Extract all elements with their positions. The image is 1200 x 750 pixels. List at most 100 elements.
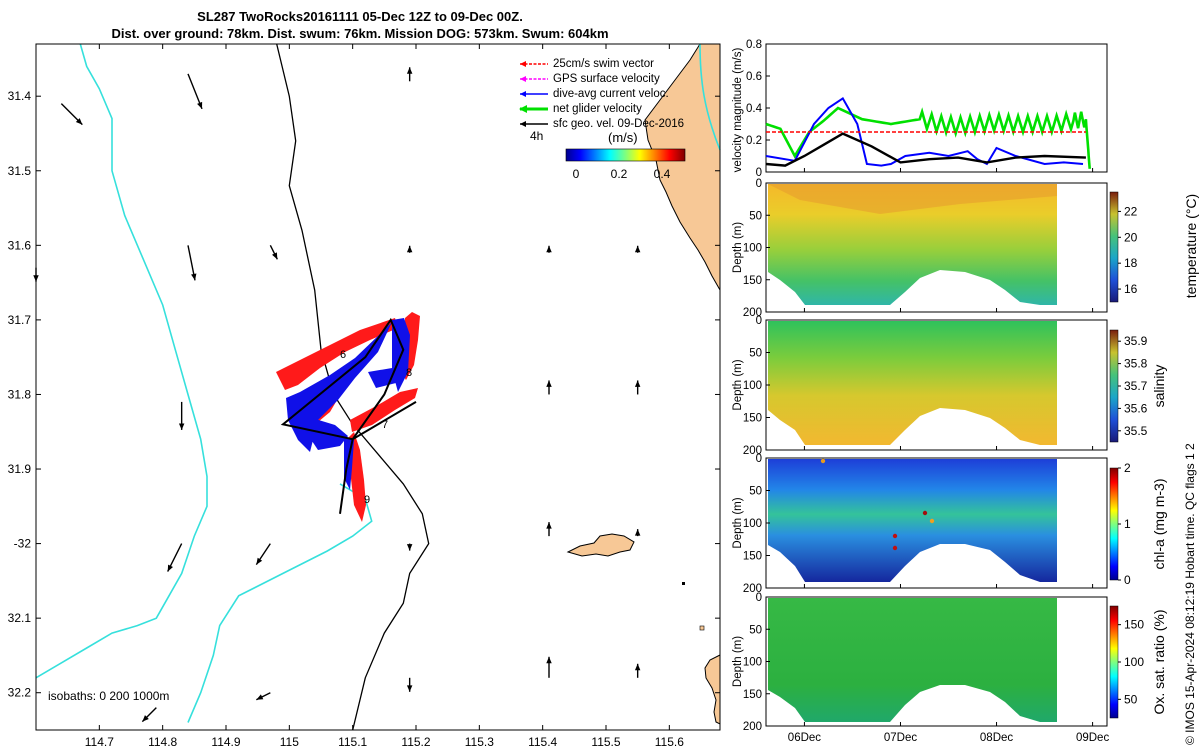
- colorbar-tick: 0.4: [654, 167, 671, 181]
- isobath-1000m: [276, 43, 430, 731]
- chla-outlier: [820, 458, 826, 464]
- map-legend: 25cm/s swim vector GPS surface velocity …: [519, 58, 686, 181]
- colorbar-tick-label: 150: [1124, 618, 1144, 632]
- velocity-series-line: [765, 96, 1084, 167]
- depth-tick-label: 200: [743, 307, 762, 319]
- depth-tick-label: 50: [749, 210, 762, 222]
- map-x-tick-label: 115: [280, 735, 299, 749]
- depth-tick-label: 50: [749, 624, 762, 636]
- colorbar-tick-label: 18: [1124, 256, 1138, 270]
- chla-outlier: [922, 510, 928, 516]
- oxygen-cbar-label: Ox. sat. ratio (%): [1151, 609, 1167, 714]
- depth-tick-label: 200: [743, 445, 762, 457]
- velocity-series-line: [765, 132, 1086, 167]
- geo-vector-head: [191, 273, 197, 281]
- depth-tick-label: 100: [743, 380, 762, 392]
- credit-text: © IMOS 15-Apr-2024 08:12:19 Hobart time.…: [1183, 443, 1197, 745]
- legend-label: sfc geo. vel. 09-Dec-2016: [553, 118, 684, 130]
- land-coast-south: [704, 654, 721, 725]
- depth-tick-label: 100: [743, 657, 762, 669]
- geo-vector-head: [546, 522, 552, 529]
- depth-ylabel: Depth (m): [732, 636, 744, 687]
- colorbar-tick-label: 35.8: [1124, 357, 1148, 371]
- chla-field: [768, 459, 1057, 582]
- depth-tick-label: 150: [743, 689, 762, 701]
- geo-vector-head: [546, 656, 552, 664]
- salinity-field: [768, 321, 1057, 445]
- temperature-cbar-label: temperature (°C): [1183, 194, 1199, 298]
- track-label: 8: [406, 367, 412, 379]
- depth-tick-label: 150: [743, 551, 762, 563]
- colorbar-tick-label: 50: [1124, 692, 1138, 706]
- chla-cbar-label: chl-a (mg m-3): [1151, 478, 1167, 569]
- geo-vector-head: [256, 694, 264, 700]
- legend-item-swim: 25cm/s swim vector: [520, 58, 654, 70]
- map-x-tick-label: 114.9: [211, 735, 240, 749]
- velocity-y-tick-label: 0.8: [746, 39, 762, 51]
- temperature-panel: temperature (°C): [765, 182, 1199, 313]
- glider-track: [280, 317, 417, 514]
- date-tick-label: 08Dec: [980, 732, 1013, 744]
- oxygen-field: [768, 598, 1057, 722]
- isobath-label: isobaths: 0 200 1000m: [48, 689, 169, 703]
- temperature-colorbar: [1109, 191, 1119, 303]
- oxygen-panel: Ox. sat. ratio (%): [765, 596, 1167, 727]
- geo-vector-head: [634, 663, 641, 671]
- temperature-field: [768, 184, 1057, 305]
- swim-vector-fan: [276, 318, 398, 390]
- salinity-panel: salinity: [765, 319, 1167, 451]
- map-y-tick-label: 31.7: [8, 313, 32, 327]
- velocity-y-tick-label: 0.2: [746, 135, 762, 147]
- depth-tick-label: 0: [756, 178, 762, 190]
- scale-label: 4h: [530, 129, 543, 143]
- legend-label: GPS surface velocity: [553, 73, 660, 85]
- map-axes-frame: [35, 43, 721, 731]
- map-y-tick-label: 31.8: [8, 387, 32, 401]
- chla-outlier: [929, 518, 935, 524]
- oxygen-colorbar: [1109, 605, 1119, 719]
- geo-vector-head: [634, 380, 641, 387]
- geo-vector-head: [634, 245, 641, 253]
- islet: [699, 625, 705, 631]
- depth-ylabel: Depth (m): [732, 359, 744, 410]
- chart-title-line2: Dist. over ground: 78km. Dist. swum: 76k…: [111, 26, 609, 41]
- island-rottnest: [566, 533, 635, 557]
- velocity-y-tick-label: 0.6: [746, 71, 762, 83]
- colorbar-tick-label: 35.7: [1124, 379, 1148, 393]
- map-y-tick-label: 31.4: [8, 89, 32, 103]
- chla-colorbar: [1109, 467, 1119, 581]
- map-ticks: 114.7 114.8 114.9 115 115.1 115.2 115.3 115.4 11…: [8, 44, 720, 749]
- colorbar-tick-label: 20: [1124, 230, 1138, 244]
- depth-tick-label: 100: [743, 518, 762, 530]
- colorbar-tick-label: 35.5: [1124, 424, 1148, 438]
- map-x-tick-label: 114.8: [148, 735, 177, 749]
- geo-vector-head: [197, 101, 203, 109]
- chla-outlier: [892, 545, 898, 551]
- glider-vector-fans: [276, 312, 420, 522]
- colorbar-unit: (m/s): [608, 130, 638, 145]
- geo-velocity-vectors: [33, 67, 641, 723]
- colorbar-tick-label: 35.9: [1124, 334, 1148, 348]
- geo-vector-head: [142, 715, 149, 722]
- map-panel: 8 7 6 9 114.7 114.8 114.9 115 115.1 115.2 115.…: [8, 43, 721, 749]
- chla-panel: chl-a (mg m-3): [765, 457, 1167, 589]
- map-x-tick-label: 115.6: [655, 735, 684, 749]
- date-tick-label: 07Dec: [884, 732, 917, 744]
- legend-label: net glider velocity: [553, 103, 642, 115]
- legend-item-gps: GPS surface velocity: [520, 73, 660, 85]
- map-x-tick-label: 115.2: [401, 735, 430, 749]
- colorbar-tick: 0.2: [611, 167, 628, 181]
- depth-tick-label: 50: [749, 486, 762, 498]
- swim-vector-fan: [350, 388, 418, 432]
- geo-vector-head: [546, 245, 552, 253]
- map-y-tick-label: 31.6: [8, 238, 32, 252]
- legend-label: 25cm/s swim vector: [553, 58, 654, 70]
- geo-vector-head: [167, 564, 173, 572]
- velocity-y-tick-label: 0: [756, 167, 762, 179]
- depth-tick-label: 0: [756, 315, 762, 327]
- land-mainland: [644, 43, 721, 292]
- geo-vector-head: [546, 380, 552, 387]
- velocity-panel: 0 0.2 0.4 0.6 0.8 velocity magnitude (m/s): [732, 39, 1108, 179]
- depth-ylabel: Depth (m): [732, 222, 744, 273]
